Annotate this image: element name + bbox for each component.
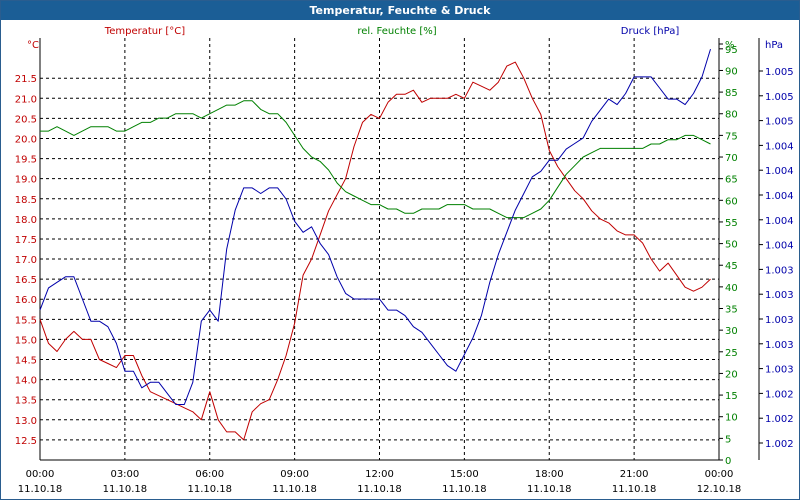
tick-labels: 00:00 11.10.18 03:00 11.10.18 06:00 11.10.18 0… bbox=[15, 26, 794, 495]
x-tick-date: 11.10.18 bbox=[442, 484, 487, 495]
press-tick-label: 1.002 bbox=[765, 389, 794, 400]
temp-tick-label: 20.0 bbox=[15, 134, 37, 145]
hum-tick-label: 50 bbox=[725, 240, 738, 251]
temp-tick-label: 21.5 bbox=[15, 74, 37, 85]
hum-tick-label: 0 bbox=[725, 456, 731, 467]
temp-tick-label: 21.0 bbox=[15, 94, 37, 105]
x-tick-time: 00:00 bbox=[705, 469, 734, 480]
hum-tick-label: 95 bbox=[725, 45, 738, 56]
press-tick-label: 1.005 bbox=[765, 67, 794, 78]
hum-tick-label: 10 bbox=[725, 413, 738, 424]
hum-tick-label: 30 bbox=[725, 326, 738, 337]
hum-tick-label: 35 bbox=[725, 305, 738, 316]
temp-tick-label: 16.0 bbox=[15, 295, 37, 306]
x-tick-time: 12:00 bbox=[365, 469, 394, 480]
press-tick-label: 1.002 bbox=[765, 414, 794, 425]
temp-tick-label: 13.0 bbox=[15, 416, 37, 427]
series-line-hum bbox=[40, 100, 711, 219]
temp-tick-label: 19.5 bbox=[15, 155, 37, 166]
x-tick-time: 21:00 bbox=[620, 469, 649, 480]
press-tick-label: 1.005 bbox=[765, 117, 794, 128]
press-axis-unit: hPa bbox=[765, 40, 783, 51]
press-axis-title: Druck [hPa] bbox=[621, 26, 680, 37]
series-lines bbox=[39, 48, 711, 441]
press-tick-label: 1.003 bbox=[765, 340, 794, 351]
temp-axis-unit: °C bbox=[27, 40, 39, 51]
temp-tick-label: 12.5 bbox=[15, 436, 37, 447]
x-tick-time: 15:00 bbox=[450, 469, 479, 480]
window-title: Temperatur, Feuchte & Druck bbox=[1, 1, 799, 20]
press-tick-label: 1.004 bbox=[765, 191, 794, 202]
x-tick-date: 11.10.18 bbox=[18, 484, 63, 495]
hum-tick-label: 15 bbox=[725, 391, 738, 402]
temp-tick-label: 18.0 bbox=[15, 215, 37, 226]
hum-tick-label: 5 bbox=[725, 434, 731, 445]
temp-axis-title: Temperatur [°C] bbox=[104, 26, 185, 37]
hum-tick-label: 80 bbox=[725, 110, 738, 121]
x-tick-date: 11.10.18 bbox=[272, 484, 317, 495]
hum-tick-label: 55 bbox=[725, 218, 738, 229]
temp-tick-label: 20.5 bbox=[15, 114, 37, 125]
x-tick-time: 00:00 bbox=[26, 469, 55, 480]
x-tick-date: 11.10.18 bbox=[612, 484, 657, 495]
x-tick-time: 06:00 bbox=[195, 469, 224, 480]
x-tick-time: 18:00 bbox=[535, 469, 564, 480]
x-tick-date: 11.10.18 bbox=[357, 484, 402, 495]
temp-tick-label: 17.0 bbox=[15, 255, 37, 266]
temp-tick-label: 16.5 bbox=[15, 275, 37, 286]
hum-tick-label: 90 bbox=[725, 66, 738, 77]
hum-tick-label: % bbox=[725, 40, 735, 51]
hum-tick-label: 45 bbox=[725, 261, 738, 272]
hum-tick-label: 20 bbox=[725, 369, 738, 380]
hum-tick-label: 40 bbox=[725, 283, 738, 294]
temp-tick-label: 18.5 bbox=[15, 195, 37, 206]
press-tick-label: 1.003 bbox=[765, 315, 794, 326]
x-tick-date: 11.10.18 bbox=[187, 484, 232, 495]
press-tick-label: 1.005 bbox=[765, 92, 794, 103]
hum-tick-label: 65 bbox=[725, 175, 738, 186]
series-line-temp bbox=[39, 61, 711, 441]
hum-tick-label: 70 bbox=[725, 153, 738, 164]
hum-tick-label: 60 bbox=[725, 196, 738, 207]
press-tick-label: 1.003 bbox=[765, 265, 794, 276]
press-tick-label: 1.004 bbox=[765, 241, 794, 252]
hum-axis-title: rel. Feuchte [%] bbox=[357, 26, 436, 37]
temp-tick-label: 17.5 bbox=[15, 235, 37, 246]
press-tick-label: 1.004 bbox=[765, 216, 794, 227]
grid bbox=[40, 38, 719, 460]
hum-tick-label: 75 bbox=[725, 131, 738, 142]
press-tick-label: 1.004 bbox=[765, 166, 794, 177]
temp-tick-label: 13.5 bbox=[15, 396, 37, 407]
temp-tick-label: 14.5 bbox=[15, 356, 37, 367]
temp-tick-label: 15.5 bbox=[15, 315, 37, 326]
press-tick-label: 1.002 bbox=[765, 439, 794, 450]
series-line-press bbox=[39, 48, 711, 405]
press-tick-label: 1.003 bbox=[765, 365, 794, 376]
press-tick-label: 1.004 bbox=[765, 141, 794, 152]
x-tick-time: 03:00 bbox=[110, 469, 139, 480]
hum-tick-label: 85 bbox=[725, 88, 738, 99]
hum-tick-label: 25 bbox=[725, 348, 738, 359]
x-tick-date: 12.10.18 bbox=[697, 484, 742, 495]
x-tick-date: 11.10.18 bbox=[103, 484, 148, 495]
axes bbox=[39, 38, 763, 461]
x-tick-time: 09:00 bbox=[280, 469, 309, 480]
press-tick-label: 1.003 bbox=[765, 290, 794, 301]
temp-tick-label: 19.0 bbox=[15, 175, 37, 186]
x-tick-date: 11.10.18 bbox=[527, 484, 572, 495]
temp-tick-label: 14.0 bbox=[15, 376, 37, 387]
temp-tick-label: 15.0 bbox=[15, 335, 37, 346]
